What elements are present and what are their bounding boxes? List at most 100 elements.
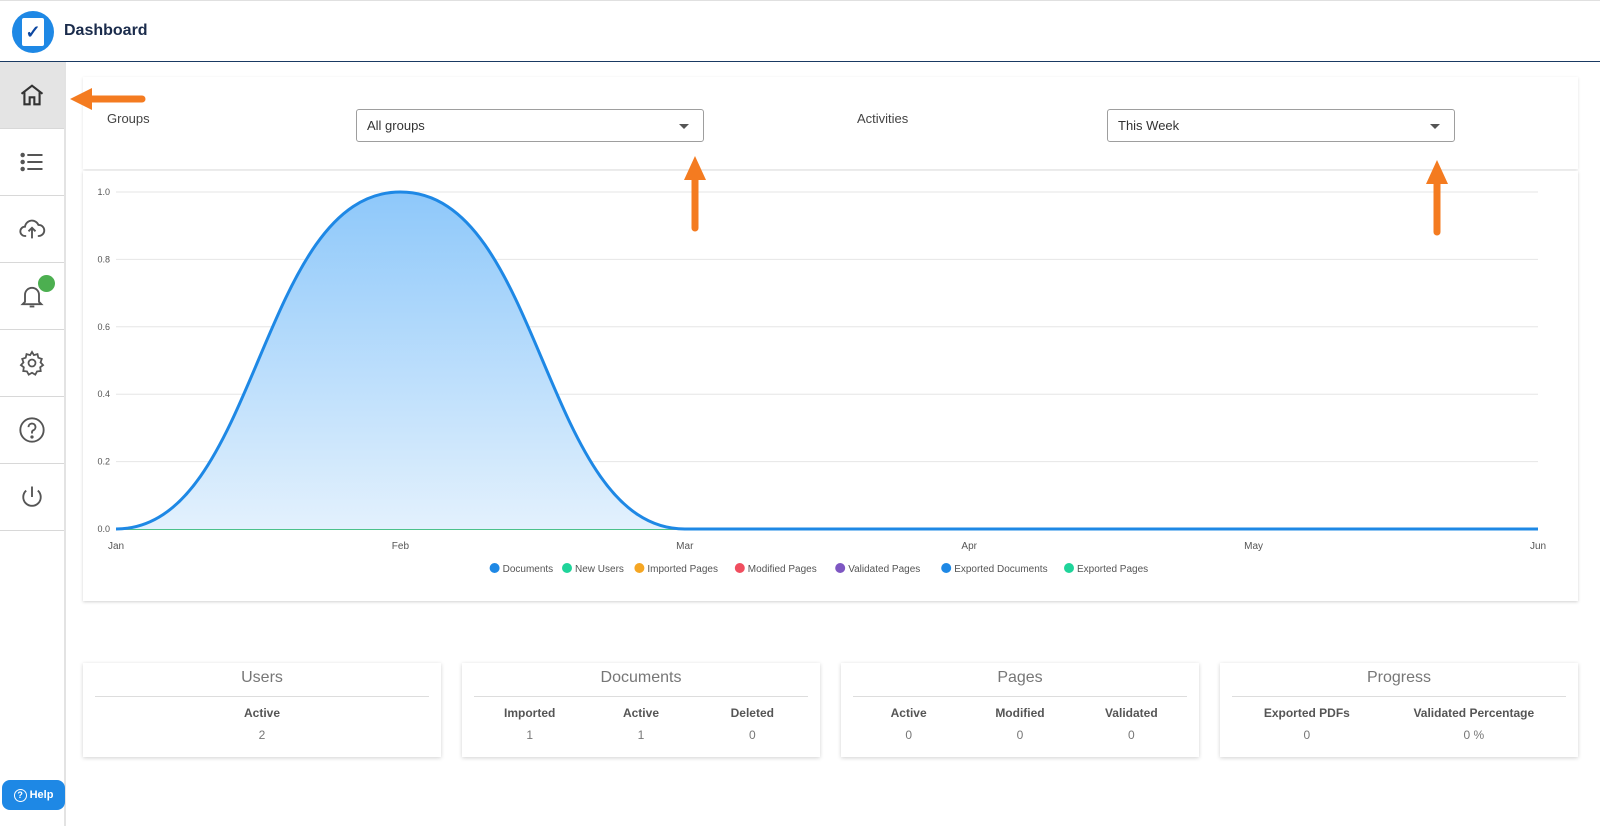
stat-column: Imported 1 [500, 706, 560, 742]
annotation-arrow-up [684, 156, 706, 232]
legend-label: Modified Pages [748, 564, 817, 575]
activities-select[interactable]: This Week [1107, 109, 1455, 142]
stat-card-users: Users Active 2 [83, 663, 441, 757]
stat-value: 0 [905, 728, 912, 742]
activity-chart-card: 0.0 0.2 0.4 0.6 0.8 1.0 Jan Feb Mar Apr May Jun Docu… [83, 171, 1578, 601]
series-line-documents [115, 190, 1538, 531]
stat-label: Active [890, 706, 927, 720]
stat-columns: Active 0 Modified 0 Validated 0 [853, 706, 1187, 742]
list-icon [20, 152, 43, 172]
legend-marker [1064, 563, 1074, 573]
sidebar-item-list[interactable] [0, 129, 64, 196]
groups-select-value: All groups [367, 118, 425, 133]
stat-card-title: Documents [600, 669, 682, 686]
groups-select[interactable]: All groups [356, 109, 704, 142]
page-title: Dashboard [64, 22, 148, 39]
stat-label: Modified [995, 706, 1045, 720]
stat-label: Active [243, 706, 281, 720]
chevron-down-icon [679, 124, 689, 129]
stat-columns: Active 2 [95, 706, 429, 742]
stat-value: 0 % [1463, 728, 1485, 742]
x-tick-label: Feb [392, 541, 410, 552]
stat-value: 1 [526, 728, 533, 742]
legend-label: Imported Pages [647, 564, 718, 575]
legend-label: Validated Pages [848, 564, 920, 575]
cloud-upload-icon [19, 219, 46, 239]
gear-icon [19, 350, 45, 376]
stat-columns: Imported 1 Active 1 Deleted 0 [474, 706, 808, 742]
stat-card-documents: Documents Imported 1 Active 1 Deleted 0 [462, 663, 820, 757]
stat-column: Validated Percentage 0 % [1413, 706, 1534, 742]
activities-select-value: This Week [1118, 118, 1180, 133]
notification-badge [38, 275, 55, 292]
stat-card-progress: Progress Exported PDFs 0 Validated Percent… [1220, 663, 1578, 757]
sidebar-item-settings[interactable] [0, 330, 64, 397]
legend-marker [835, 563, 846, 573]
divider [1232, 696, 1566, 697]
x-tick-label: May [1244, 541, 1263, 552]
stat-label: Deleted [730, 706, 774, 720]
x-tick-label: Jun [1530, 541, 1546, 552]
stat-card-pages: Pages Active 0 Modified 0 Validated 0 [841, 663, 1199, 757]
stat-label: Exported PDFs [1263, 706, 1350, 720]
y-tick-label: 0.4 [97, 389, 110, 399]
stat-card-title: Pages [997, 669, 1043, 686]
legend-marker [562, 563, 572, 573]
stat-column: Exported PDFs 0 [1264, 706, 1350, 742]
bell-icon [20, 286, 44, 308]
question-icon: ? [13, 788, 27, 802]
x-tick-label: Jan [108, 541, 124, 552]
sidebar-item-upload[interactable] [0, 196, 64, 263]
x-tick-label: Mar [676, 541, 694, 552]
y-tick-label: 0.2 [97, 457, 110, 467]
sidebar-item-notifications[interactable] [0, 263, 64, 330]
stat-column: Active 0 [879, 706, 939, 742]
chevron-down-icon [1430, 124, 1440, 129]
legend-marker [734, 563, 745, 573]
legend-label: New Users [575, 564, 624, 575]
question-circle-icon [19, 417, 45, 443]
stat-card-title: Users [241, 669, 283, 686]
stat-column: Deleted 0 [722, 706, 782, 742]
legend-label: Exported Pages [1077, 564, 1148, 575]
app-logo[interactable]: ✓ [12, 11, 54, 53]
y-tick-label: 0.0 [97, 524, 110, 534]
sidebar-item-help[interactable] [0, 397, 64, 464]
filter-card: Groups All groups Activities This Week [83, 77, 1578, 169]
legend-marker [489, 563, 500, 573]
stat-label: Validated Percentage [1413, 706, 1535, 720]
y-tick-label: 1.0 [97, 187, 110, 197]
y-tick-label: 0.8 [97, 254, 110, 264]
x-tick-label: Apr [961, 541, 977, 552]
stat-label: Active [622, 706, 659, 720]
legend-marker [941, 563, 952, 573]
legend-label: Documents [503, 564, 554, 575]
sidebar-item-logout[interactable] [0, 464, 64, 531]
stat-column: Active 1 [611, 706, 671, 742]
divider [853, 696, 1187, 697]
stat-label: Imported [503, 706, 556, 720]
divider [95, 696, 429, 697]
annotation-arrow-up [1426, 160, 1448, 236]
help-button-label: Help [29, 789, 54, 801]
power-icon [22, 486, 42, 507]
legend-label: Exported Documents [954, 564, 1047, 575]
activity-chart: 0.0 0.2 0.4 0.6 0.8 1.0 Jan Feb Mar Apr May Jun Docu… [97, 187, 1546, 575]
stat-value: 2 [258, 728, 266, 742]
home-icon [20, 84, 44, 106]
clipboard-check-icon: ✓ [22, 18, 44, 46]
stat-value: 1 [637, 728, 645, 742]
stat-label: Validated [1104, 706, 1158, 720]
stat-value: 0 [748, 728, 756, 742]
stat-value: 0 [1303, 728, 1311, 742]
series-area-documents [116, 192, 1538, 529]
stat-card-title: Progress [1366, 669, 1432, 686]
help-button[interactable]: ? Help [2, 780, 65, 810]
stat-value: 0 [1016, 728, 1024, 742]
groups-label: Groups [107, 111, 150, 126]
y-tick-label: 0.6 [97, 322, 110, 332]
stat-column: Modified 0 [990, 706, 1050, 742]
legend-marker [634, 563, 645, 573]
divider [474, 696, 808, 697]
sidebar-item-home[interactable] [0, 62, 64, 129]
